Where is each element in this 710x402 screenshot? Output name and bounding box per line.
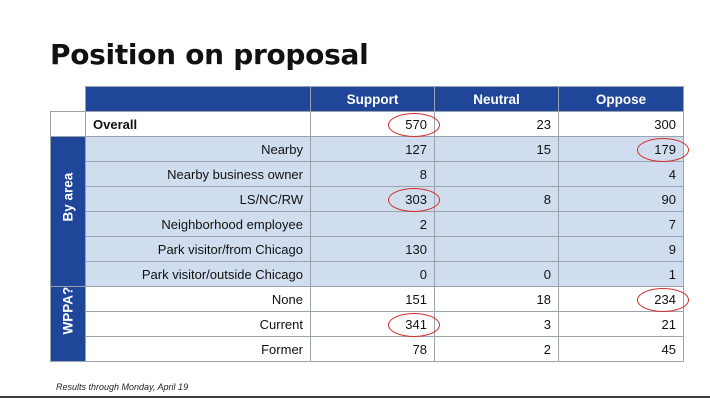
footnote: Results through Monday, April 19: [56, 382, 189, 392]
cell-neutral: 18: [434, 286, 559, 312]
cell-neutral: 23: [434, 111, 559, 137]
table-row: Neighborhood employee 2 7: [51, 211, 684, 237]
cell-oppose: 90: [558, 186, 684, 212]
highlight-circle: [637, 138, 689, 162]
cell-oppose: 4: [558, 161, 684, 187]
cell-oppose: 1: [558, 261, 684, 287]
cell-support: 8: [310, 161, 435, 187]
table-row: Former 78 2 45: [51, 336, 684, 362]
table-row: LS/NC/RW 303 8 90: [51, 186, 684, 212]
header-oppose: Oppose: [558, 86, 684, 112]
table-row: Park visitor/from Chicago 130 9: [51, 236, 684, 262]
row-label: None: [85, 286, 311, 312]
cell-oppose: 7: [558, 211, 684, 237]
cell-support: 341: [310, 311, 440, 337]
row-label: Park visitor/from Chicago: [85, 236, 311, 262]
cell-support: 2: [310, 211, 435, 237]
overall-corner: [50, 111, 86, 137]
row-label: Neighborhood employee: [85, 211, 311, 237]
row-label: Nearby business owner: [85, 161, 311, 187]
cell-neutral: 2: [434, 336, 559, 362]
header-label-column: [85, 86, 311, 112]
highlight-circle: [388, 188, 440, 212]
cell-support: 127: [310, 136, 435, 162]
group-label-wppa: WPPA?: [50, 286, 86, 362]
slide-title: Position on proposal: [50, 38, 369, 71]
row-label: Former: [85, 336, 311, 362]
cell-oppose: 234: [558, 286, 689, 312]
cell-support: 151: [310, 286, 435, 312]
row-label: LS/NC/RW: [85, 186, 311, 212]
row-label: Overall: [85, 111, 311, 137]
bottom-divider: [0, 396, 710, 398]
cell-neutral: 3: [434, 311, 559, 337]
row-label: Park visitor/outside Chicago: [85, 261, 311, 287]
cell-support: 130: [310, 236, 435, 262]
header-neutral: Neutral: [434, 86, 559, 112]
table-row: Current 341 3 21: [51, 311, 684, 337]
cell-support: 570: [310, 111, 440, 137]
highlight-circle: [388, 113, 440, 137]
table-row: Nearby business owner 8 4: [51, 161, 684, 187]
cell-neutral: 8: [434, 186, 559, 212]
cell-oppose: 9: [558, 236, 684, 262]
cell-oppose: 300: [558, 111, 684, 137]
cell-oppose: 21: [558, 311, 684, 337]
table-row: By area Nearby 127 15 179: [50, 136, 689, 287]
cell-neutral: [434, 161, 559, 187]
highlight-circle: [637, 288, 689, 312]
cell-oppose: 45: [558, 336, 684, 362]
table-row: WPPA? None 151 18 234: [50, 286, 689, 362]
group-label-by-area: By area: [50, 136, 86, 287]
results-table: Support Neutral Oppose Overall 570 23 30…: [50, 86, 689, 362]
row-label: Nearby: [85, 136, 311, 162]
cell-oppose: 179: [558, 136, 689, 162]
cell-neutral: [434, 211, 559, 237]
cell-support: 78: [310, 336, 435, 362]
table-row: Park visitor/outside Chicago 0 0 1: [51, 261, 684, 287]
header-support: Support: [310, 86, 435, 112]
row-label: Current: [85, 311, 311, 337]
header-corner: [50, 86, 86, 112]
highlight-circle: [388, 313, 440, 337]
cell-neutral: 0: [434, 261, 559, 287]
overall-row: Overall 570 23 300: [50, 111, 684, 137]
header-row: Support Neutral Oppose: [50, 86, 684, 112]
cell-neutral: [434, 236, 559, 262]
cell-support: 0: [310, 261, 435, 287]
cell-support: 303: [310, 186, 440, 212]
cell-neutral: 15: [434, 136, 559, 162]
